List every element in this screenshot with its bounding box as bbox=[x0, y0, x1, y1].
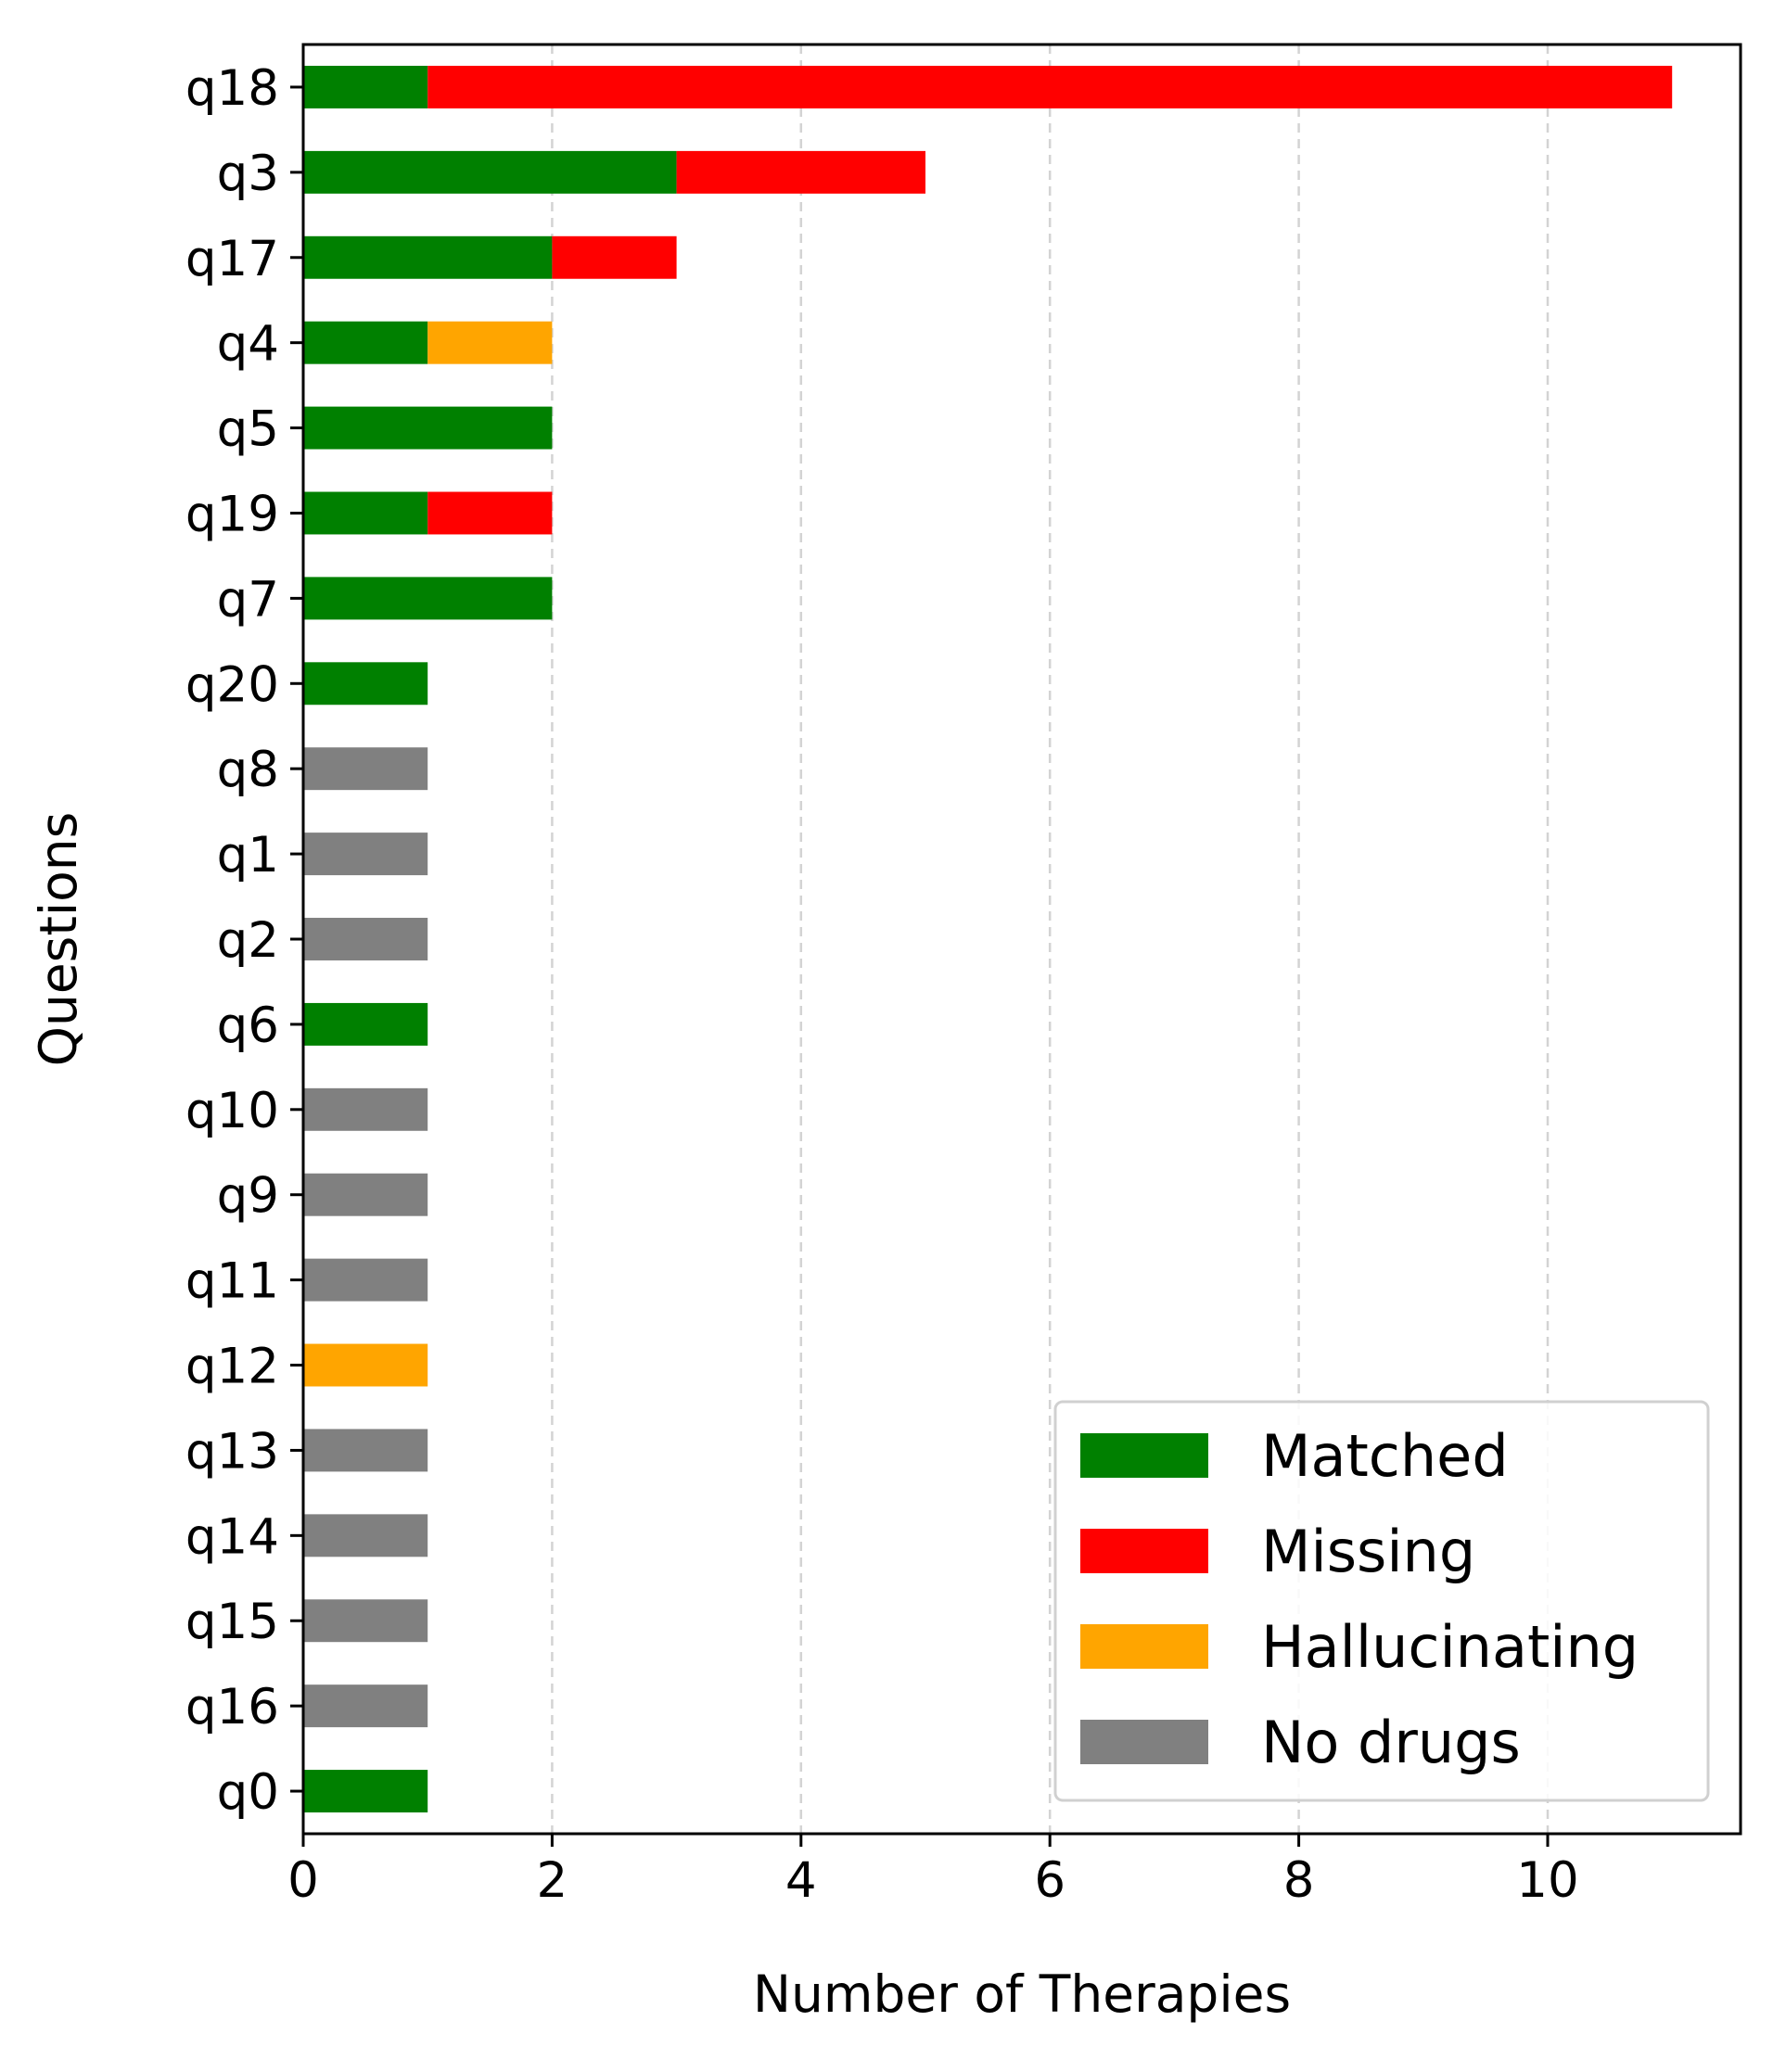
bar-q7-matched bbox=[303, 577, 553, 620]
bar-q19-matched bbox=[303, 491, 428, 535]
bar-q1-no-drugs bbox=[303, 833, 428, 876]
bar-q20-matched bbox=[303, 662, 428, 705]
y-tick-label-q10: q10 bbox=[185, 1083, 279, 1139]
bar-q4-matched bbox=[303, 321, 428, 364]
bar-q10-no-drugs bbox=[303, 1087, 428, 1131]
y-tick-label-q15: q15 bbox=[185, 1594, 279, 1650]
bar-q9-no-drugs bbox=[303, 1173, 428, 1216]
y-tick-label-q13: q13 bbox=[185, 1423, 279, 1480]
y-tick-label-q17: q17 bbox=[185, 231, 279, 287]
y-tick-label-q12: q12 bbox=[185, 1339, 279, 1395]
y-tick-label-q4: q4 bbox=[217, 316, 279, 373]
y-tick-label-q6: q6 bbox=[217, 998, 279, 1054]
legend-swatch-matched bbox=[1080, 1433, 1208, 1478]
x-tick-label: 6 bbox=[1034, 1852, 1065, 1909]
y-tick-label-q19: q19 bbox=[185, 486, 279, 542]
bar-q18-missing bbox=[427, 65, 1673, 108]
y-axis-label: Questions bbox=[29, 812, 88, 1067]
y-tick-label-q9: q9 bbox=[217, 1168, 279, 1225]
bar-q14-no-drugs bbox=[303, 1514, 428, 1557]
bar-q8-no-drugs bbox=[303, 747, 428, 791]
x-tick-label: 4 bbox=[785, 1852, 817, 1909]
y-tick-label-q5: q5 bbox=[217, 401, 279, 458]
y-tick-label-q18: q18 bbox=[185, 60, 279, 117]
bar-q17-matched bbox=[303, 235, 553, 279]
y-axis: q18 q3 q17 q4 q5 q19 q7 q20 q8 q1 q2 q6 q10 q9 q11 q12 q… bbox=[185, 60, 303, 1821]
bar-q18-matched bbox=[303, 65, 428, 108]
bar-q12-hallucinating bbox=[303, 1343, 428, 1387]
legend-label-missing: Missing bbox=[1261, 1518, 1475, 1585]
bar-q13-no-drugs bbox=[303, 1429, 428, 1472]
y-tick-label-q1: q1 bbox=[217, 827, 279, 883]
bar-q3-missing bbox=[676, 150, 925, 194]
legend-label-matched: Matched bbox=[1261, 1422, 1509, 1490]
y-tick-label-q16: q16 bbox=[185, 1679, 279, 1735]
bars bbox=[303, 65, 1673, 1813]
y-tick-label-q11: q11 bbox=[185, 1253, 279, 1310]
bar-q6-matched bbox=[303, 1002, 428, 1046]
y-tick-label-q2: q2 bbox=[217, 912, 279, 969]
bar-q15-no-drugs bbox=[303, 1599, 428, 1643]
bar-q11-no-drugs bbox=[303, 1258, 428, 1302]
legend: Matched Missing Hallucinating No drugs bbox=[1053, 1400, 1710, 1802]
x-tick-label: 8 bbox=[1283, 1852, 1315, 1909]
y-tick-label-q3: q3 bbox=[217, 146, 279, 202]
legend-swatch-no-drugs bbox=[1080, 1720, 1208, 1764]
bar-q5-matched bbox=[303, 406, 553, 450]
legend-swatch-hallucinating bbox=[1080, 1624, 1208, 1669]
bar-q16-no-drugs bbox=[303, 1684, 428, 1728]
y-tick-label-q20: q20 bbox=[185, 656, 279, 713]
x-axis-label: Number of Therapies bbox=[753, 1964, 1291, 2024]
legend-label-no-drugs: No drugs bbox=[1261, 1709, 1521, 1776]
y-tick-label-q8: q8 bbox=[217, 742, 279, 798]
legend-swatch-missing bbox=[1080, 1529, 1208, 1573]
bar-q4-hallucinating bbox=[427, 321, 553, 364]
legend-box bbox=[1053, 1400, 1710, 1802]
legend-label-hallucinating: Hallucinating bbox=[1261, 1613, 1639, 1681]
bar-q3-matched bbox=[303, 150, 677, 194]
bar-q17-missing bbox=[552, 235, 677, 279]
y-tick-label-q14: q14 bbox=[185, 1508, 279, 1565]
bar-q19-missing bbox=[427, 491, 553, 535]
bar-q2-no-drugs bbox=[303, 918, 428, 960]
y-tick-label-q7: q7 bbox=[217, 571, 279, 628]
x-tick-label: 10 bbox=[1516, 1852, 1578, 1909]
x-tick-label: 0 bbox=[287, 1852, 319, 1909]
x-tick-label: 2 bbox=[537, 1852, 568, 1909]
bar-q0-matched bbox=[303, 1770, 428, 1813]
x-axis: 0 2 4 6 8 10 bbox=[287, 1834, 1579, 1909]
y-tick-label-q0: q0 bbox=[217, 1764, 279, 1821]
